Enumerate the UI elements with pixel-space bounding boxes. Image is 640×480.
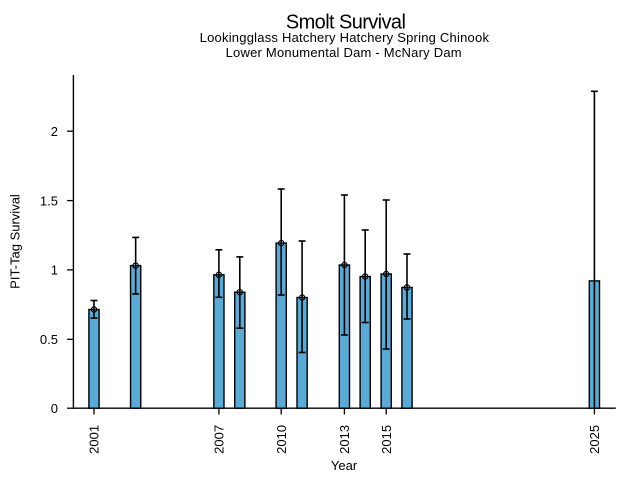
svg-text:0: 0 [51,401,58,416]
svg-text:Lower Monumental Dam - McNary: Lower Monumental Dam - McNary Dam [226,45,462,60]
svg-text:2010: 2010 [274,425,289,454]
svg-text:2001: 2001 [87,425,102,454]
svg-text:2: 2 [51,124,58,139]
svg-text:2015: 2015 [379,425,394,454]
svg-text:PIT-Tag Survival: PIT-Tag Survival [7,194,22,289]
svg-text:1.5: 1.5 [40,193,58,208]
svg-text:2007: 2007 [212,425,227,454]
svg-text:2013: 2013 [337,425,352,454]
svg-text:Lookingglass Hatchery Hatchery: Lookingglass Hatchery Hatchery Spring Ch… [200,30,490,45]
svg-text:0.5: 0.5 [40,332,58,347]
svg-text:2025: 2025 [587,425,602,454]
svg-text:1: 1 [51,263,58,278]
svg-text:Year: Year [331,458,358,473]
svg-text:Smolt Survival: Smolt Survival [286,12,406,34]
